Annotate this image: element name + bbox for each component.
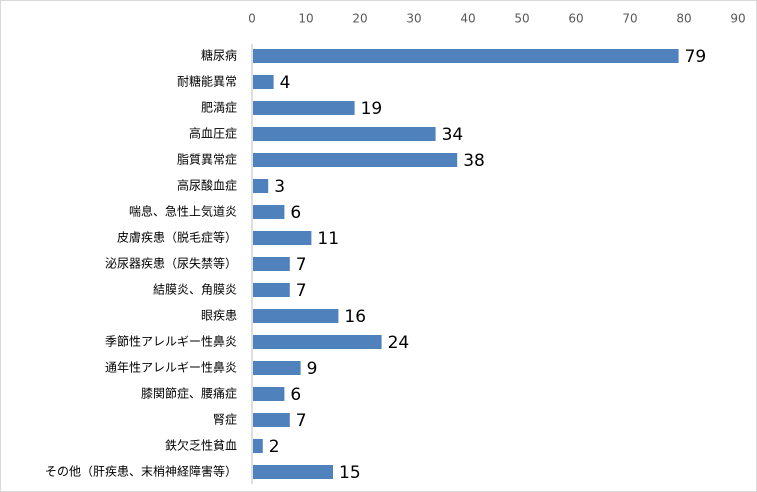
x-tick-label: 30 [406,12,421,26]
bar [253,153,458,167]
x-tick-label: 0 [248,12,256,26]
x-tick-label: 70 [622,12,637,26]
data-label: 34 [442,125,464,145]
bar [253,231,312,245]
category-label: 腎症 [213,412,237,427]
data-label: 7 [296,411,307,431]
bar [253,439,263,453]
category-label: 肥満症 [201,100,237,115]
bar [253,101,355,115]
data-label: 19 [361,99,383,119]
category-label: 泌尿器疾患（尿失禁等） [105,256,237,271]
bar [253,283,290,297]
category-label: 皮膚疾患（脱毛症等） [117,230,237,245]
category-labels: 糖尿病耐糖能異常肥満症高血圧症脂質異常症高尿酸血症喘息、急性上気道炎皮膚疾患（脱… [45,48,237,479]
x-tick-label: 10 [298,12,313,26]
bar [253,361,301,375]
category-label: その他（肝疾患、末梢神経障害等） [45,464,237,479]
bar [253,413,290,427]
bar [253,387,285,401]
category-label: 鉄欠乏性貧血 [165,438,237,453]
category-label: 季節性アレルギー性鼻炎 [105,334,237,349]
bar [253,257,290,271]
bar [253,335,382,349]
data-label: 6 [290,203,301,223]
x-tick-label: 40 [460,12,475,26]
data-label: 79 [685,47,707,67]
category-label: 糖尿病 [201,48,237,63]
x-tick-label: 60 [568,12,583,26]
category-label: 眼疾患 [201,308,237,323]
category-label: 結膜炎、角膜炎 [153,283,237,297]
data-label: 7 [296,255,307,275]
x-axis-ticks: 0 10 20 30 40 50 60 70 80 90 [248,12,745,26]
bar [253,205,285,219]
data-label: 24 [388,333,410,353]
x-tick-label: 20 [352,12,367,26]
category-label: 通年性アレルギー性鼻炎 [105,360,237,375]
category-label: 喘息、急性上気道炎 [129,204,237,219]
category-label: 高血圧症 [189,126,237,141]
bar [253,127,436,141]
bar [253,75,274,89]
x-tick-label: 50 [514,12,529,26]
data-label: 7 [296,281,307,301]
data-label: 6 [290,385,301,405]
data-label: 3 [274,177,285,197]
data-label: 15 [339,463,361,483]
bar [253,465,333,479]
data-label: 2 [269,437,280,457]
data-label: 16 [344,307,366,327]
bar [253,309,339,323]
data-label: 38 [463,151,485,171]
bar [253,49,679,63]
category-label: 高尿酸血症 [177,178,237,193]
category-label: 膝関節症、腰痛症 [141,386,237,401]
bars [253,49,679,479]
category-label: 脂質異常症 [177,152,237,167]
x-tick-label: 90 [730,12,745,26]
data-label: 4 [280,73,291,93]
data-label: 11 [317,229,339,249]
bar [253,179,269,193]
x-tick-label: 80 [676,12,691,26]
data-label: 9 [307,359,318,379]
category-label: 耐糖能異常 [177,74,237,89]
